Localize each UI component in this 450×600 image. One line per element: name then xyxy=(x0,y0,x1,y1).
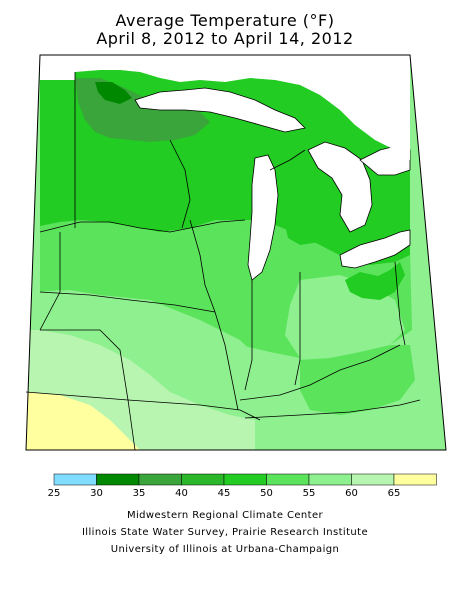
lake-huron xyxy=(307,141,373,233)
credit-uiuc: University of Illinois at Urbana-Champai… xyxy=(110,544,340,555)
border-ky-tn xyxy=(244,399,421,419)
temp-zone-30-35 xyxy=(95,82,132,104)
legend-swatch xyxy=(351,473,395,486)
map-frame xyxy=(25,54,447,451)
legend-tick-label: 40 xyxy=(175,488,188,499)
border-ia-mo xyxy=(39,291,216,313)
state-borders xyxy=(25,72,421,451)
legend-swatch xyxy=(266,473,310,486)
legend-tick-label: 45 xyxy=(218,488,231,499)
border-ky-north xyxy=(239,344,401,401)
legend-swatch xyxy=(181,473,225,486)
legend-swatch xyxy=(308,473,352,486)
border-up-mi xyxy=(269,149,306,171)
temp-zone-40-45-michigan xyxy=(285,218,330,245)
lake-superior xyxy=(134,87,306,133)
legend-swatch xyxy=(393,473,437,486)
legend-swatch xyxy=(53,473,97,486)
temp-zone-40-45-pennsylvania xyxy=(345,262,405,300)
border-sd-ne xyxy=(39,232,61,331)
legend-swatch xyxy=(96,473,140,486)
credit-isws: Illinois State Water Survey, Prairie Res… xyxy=(81,527,369,538)
temp-zone-60-65 xyxy=(26,392,140,450)
temp-zone-50-55-west xyxy=(40,290,260,385)
credit-mrcc: Midwestern Regional Climate Center xyxy=(126,510,324,521)
legend-tick-label: 65 xyxy=(388,488,401,499)
legend-tick-label: 25 xyxy=(48,488,61,499)
border-mn-ia xyxy=(39,219,246,233)
legend-swatch xyxy=(223,473,267,486)
border-in-oh xyxy=(294,272,301,386)
border-mn-wi xyxy=(169,139,191,229)
legend-tick-label: 50 xyxy=(260,488,273,499)
lake-michigan xyxy=(247,154,279,281)
map-date-range: April 8, 2012 to April 14, 2012 xyxy=(96,29,354,48)
temperature-fields xyxy=(26,55,446,450)
canada-region xyxy=(75,55,410,160)
legend-tick-label: 30 xyxy=(90,488,103,499)
border-mo-ar xyxy=(127,399,261,421)
border-il-in xyxy=(244,280,253,391)
temp-zone-45-50-kentucky xyxy=(300,345,415,415)
legend-tick-label: 55 xyxy=(303,488,316,499)
legend-tick-label: 60 xyxy=(345,488,358,499)
border-ne-ks xyxy=(40,329,129,401)
canada-west xyxy=(40,55,75,80)
legend-swatch xyxy=(138,473,182,486)
border-oh-pa xyxy=(394,261,406,346)
lake-erie xyxy=(339,229,411,269)
map-title: Average Temperature (°F) xyxy=(115,11,335,30)
legend-tick-label: 35 xyxy=(133,488,146,499)
